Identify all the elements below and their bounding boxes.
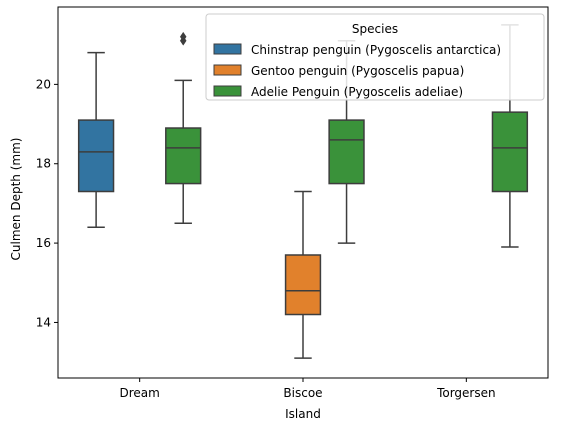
legend-label-2: Adelie Penguin (Pygoscelis adeliae) — [251, 85, 463, 99]
legend-swatch-1 — [213, 64, 242, 76]
legend-label-0: Chinstrap penguin (Pygoscelis antarctica… — [251, 43, 501, 57]
legend: Species Chinstrap penguin (Pygoscelis ant… — [205, 13, 545, 101]
y-tick-label-1: 16 — [36, 236, 51, 250]
y-axis-title: Culmen Depth (mm) — [9, 138, 23, 261]
legend-frame — [205, 13, 545, 101]
plot-area — [77, 24, 529, 359]
box-iqr — [491, 111, 529, 193]
legend-swatch-0 — [213, 43, 242, 55]
box-2-2 — [491, 24, 529, 248]
axes: 14 16 18 20 Dream Biscoe Torgersen — [36, 6, 549, 400]
y-tick-label-0: 14 — [36, 315, 51, 329]
x-tick-label-1: Biscoe — [283, 386, 322, 400]
x-axis-title: Island — [285, 407, 321, 421]
box-iqr — [328, 119, 365, 185]
box-iqr — [165, 127, 202, 185]
box-1-0 — [284, 190, 322, 359]
box-iqr — [284, 254, 322, 316]
x-tick-label-0: Dream — [119, 386, 159, 400]
y-tick-label-3: 20 — [36, 77, 51, 91]
x-tick-label-2: Torgersen — [436, 386, 496, 400]
box-0-0 — [77, 51, 115, 228]
box-iqr — [77, 119, 115, 193]
legend-title: Species — [352, 22, 398, 36]
y-tick-label-2: 18 — [36, 157, 51, 171]
box-2-1 — [328, 39, 365, 244]
legend-swatch-2 — [213, 85, 242, 97]
outlier-1 — [179, 31, 187, 42]
box-2-0 — [165, 31, 202, 225]
legend-label-1: Gentoo penguin (Pygoscelis papua) — [251, 64, 464, 78]
